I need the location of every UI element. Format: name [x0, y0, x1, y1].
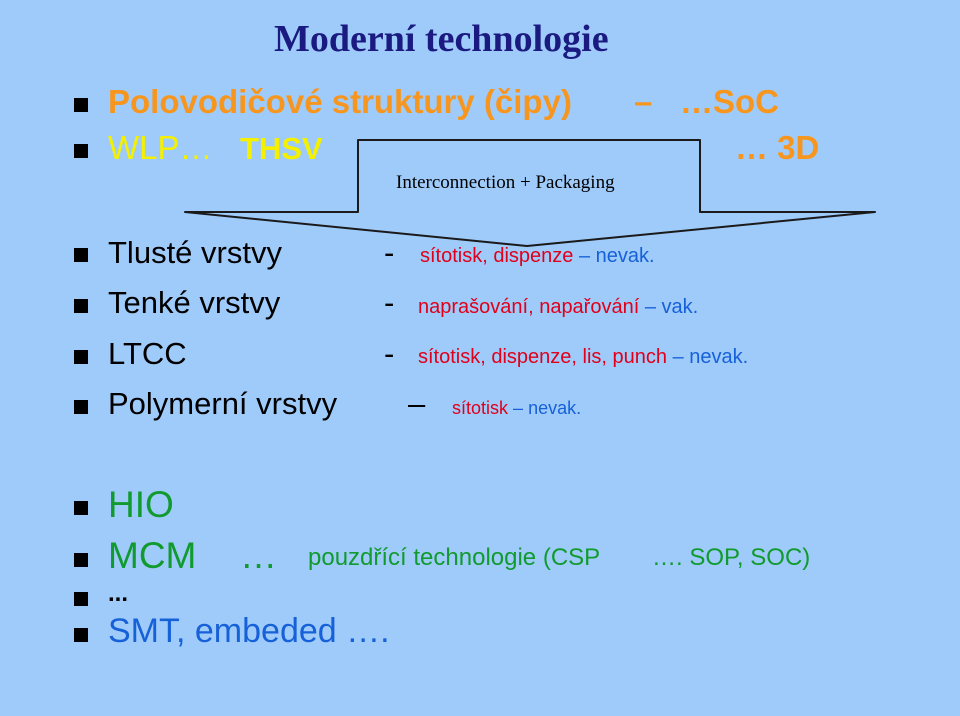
bullet-square-icon — [74, 98, 88, 112]
mcm-tail: …. SOP, SOC) — [652, 544, 811, 571]
bullet-square-icon — [74, 144, 88, 158]
thsv-text: THSV — [240, 131, 323, 166]
row-dash: – — [644, 296, 656, 318]
row-separator: - — [384, 285, 395, 320]
row-label: Tlusté vrstvy — [108, 235, 282, 270]
bullet-square-icon — [74, 400, 88, 414]
three-d-text: … 3D — [735, 129, 820, 166]
bullet-square-icon — [74, 553, 88, 567]
bullet-square-icon — [74, 299, 88, 313]
row-method: naprašování, napařování — [418, 296, 640, 318]
mcm-ellipsis: … — [240, 535, 277, 576]
wlp-text: WLP… — [108, 129, 213, 166]
row-env: nevak. — [528, 398, 582, 418]
row-description: sítotisk, dispenze – nevak. — [420, 246, 655, 266]
callout-label: Interconnection + Packaging — [396, 172, 615, 193]
bullet-square-icon — [74, 350, 88, 364]
row-label: LTCC — [108, 336, 187, 371]
row-method: sítotisk, dispenze — [420, 245, 574, 267]
row-separator: - — [384, 235, 395, 270]
bullet-square-icon — [74, 501, 88, 515]
mcm-text: MCM — [108, 535, 197, 576]
row-method: sítotisk, dispenze, lis, punch — [418, 346, 668, 368]
semiconductor-dash: – — [634, 83, 653, 120]
row-description: sítotisk, dispenze, lis, punch – nevak. — [418, 347, 748, 367]
row-env: nevak. — [595, 245, 655, 267]
row-description: naprašování, napařování – vak. — [418, 297, 698, 317]
bullet-square-icon — [74, 628, 88, 642]
smt-text: SMT, embeded …. — [108, 612, 390, 650]
row-separator: – — [408, 386, 426, 421]
row-dash: – — [672, 346, 684, 368]
row-separator: - — [384, 336, 395, 371]
mcm-description: pouzdřící technologie (CSP — [308, 544, 601, 571]
soc-text: …SoC — [680, 83, 779, 120]
ellipsis-text: ... — [108, 580, 129, 607]
bullet-square-icon — [74, 248, 88, 262]
row-label: Polymerní vrstvy — [108, 386, 338, 421]
row-label: Tenké vrstvy — [108, 285, 281, 320]
hio-text: HIO — [108, 484, 174, 525]
semiconductor-text: Polovodičové struktury (čipy) — [108, 83, 572, 120]
row-dash: – — [578, 245, 591, 267]
row-method: sítotisk — [452, 398, 509, 418]
row-env: nevak. — [689, 346, 749, 368]
row-description: sítotisk – nevak. — [452, 399, 581, 417]
slide-title: Moderní technologie — [274, 18, 609, 60]
row-env: vak. — [661, 296, 699, 318]
bullet-square-icon — [74, 592, 88, 606]
row-dash: – — [513, 398, 524, 418]
